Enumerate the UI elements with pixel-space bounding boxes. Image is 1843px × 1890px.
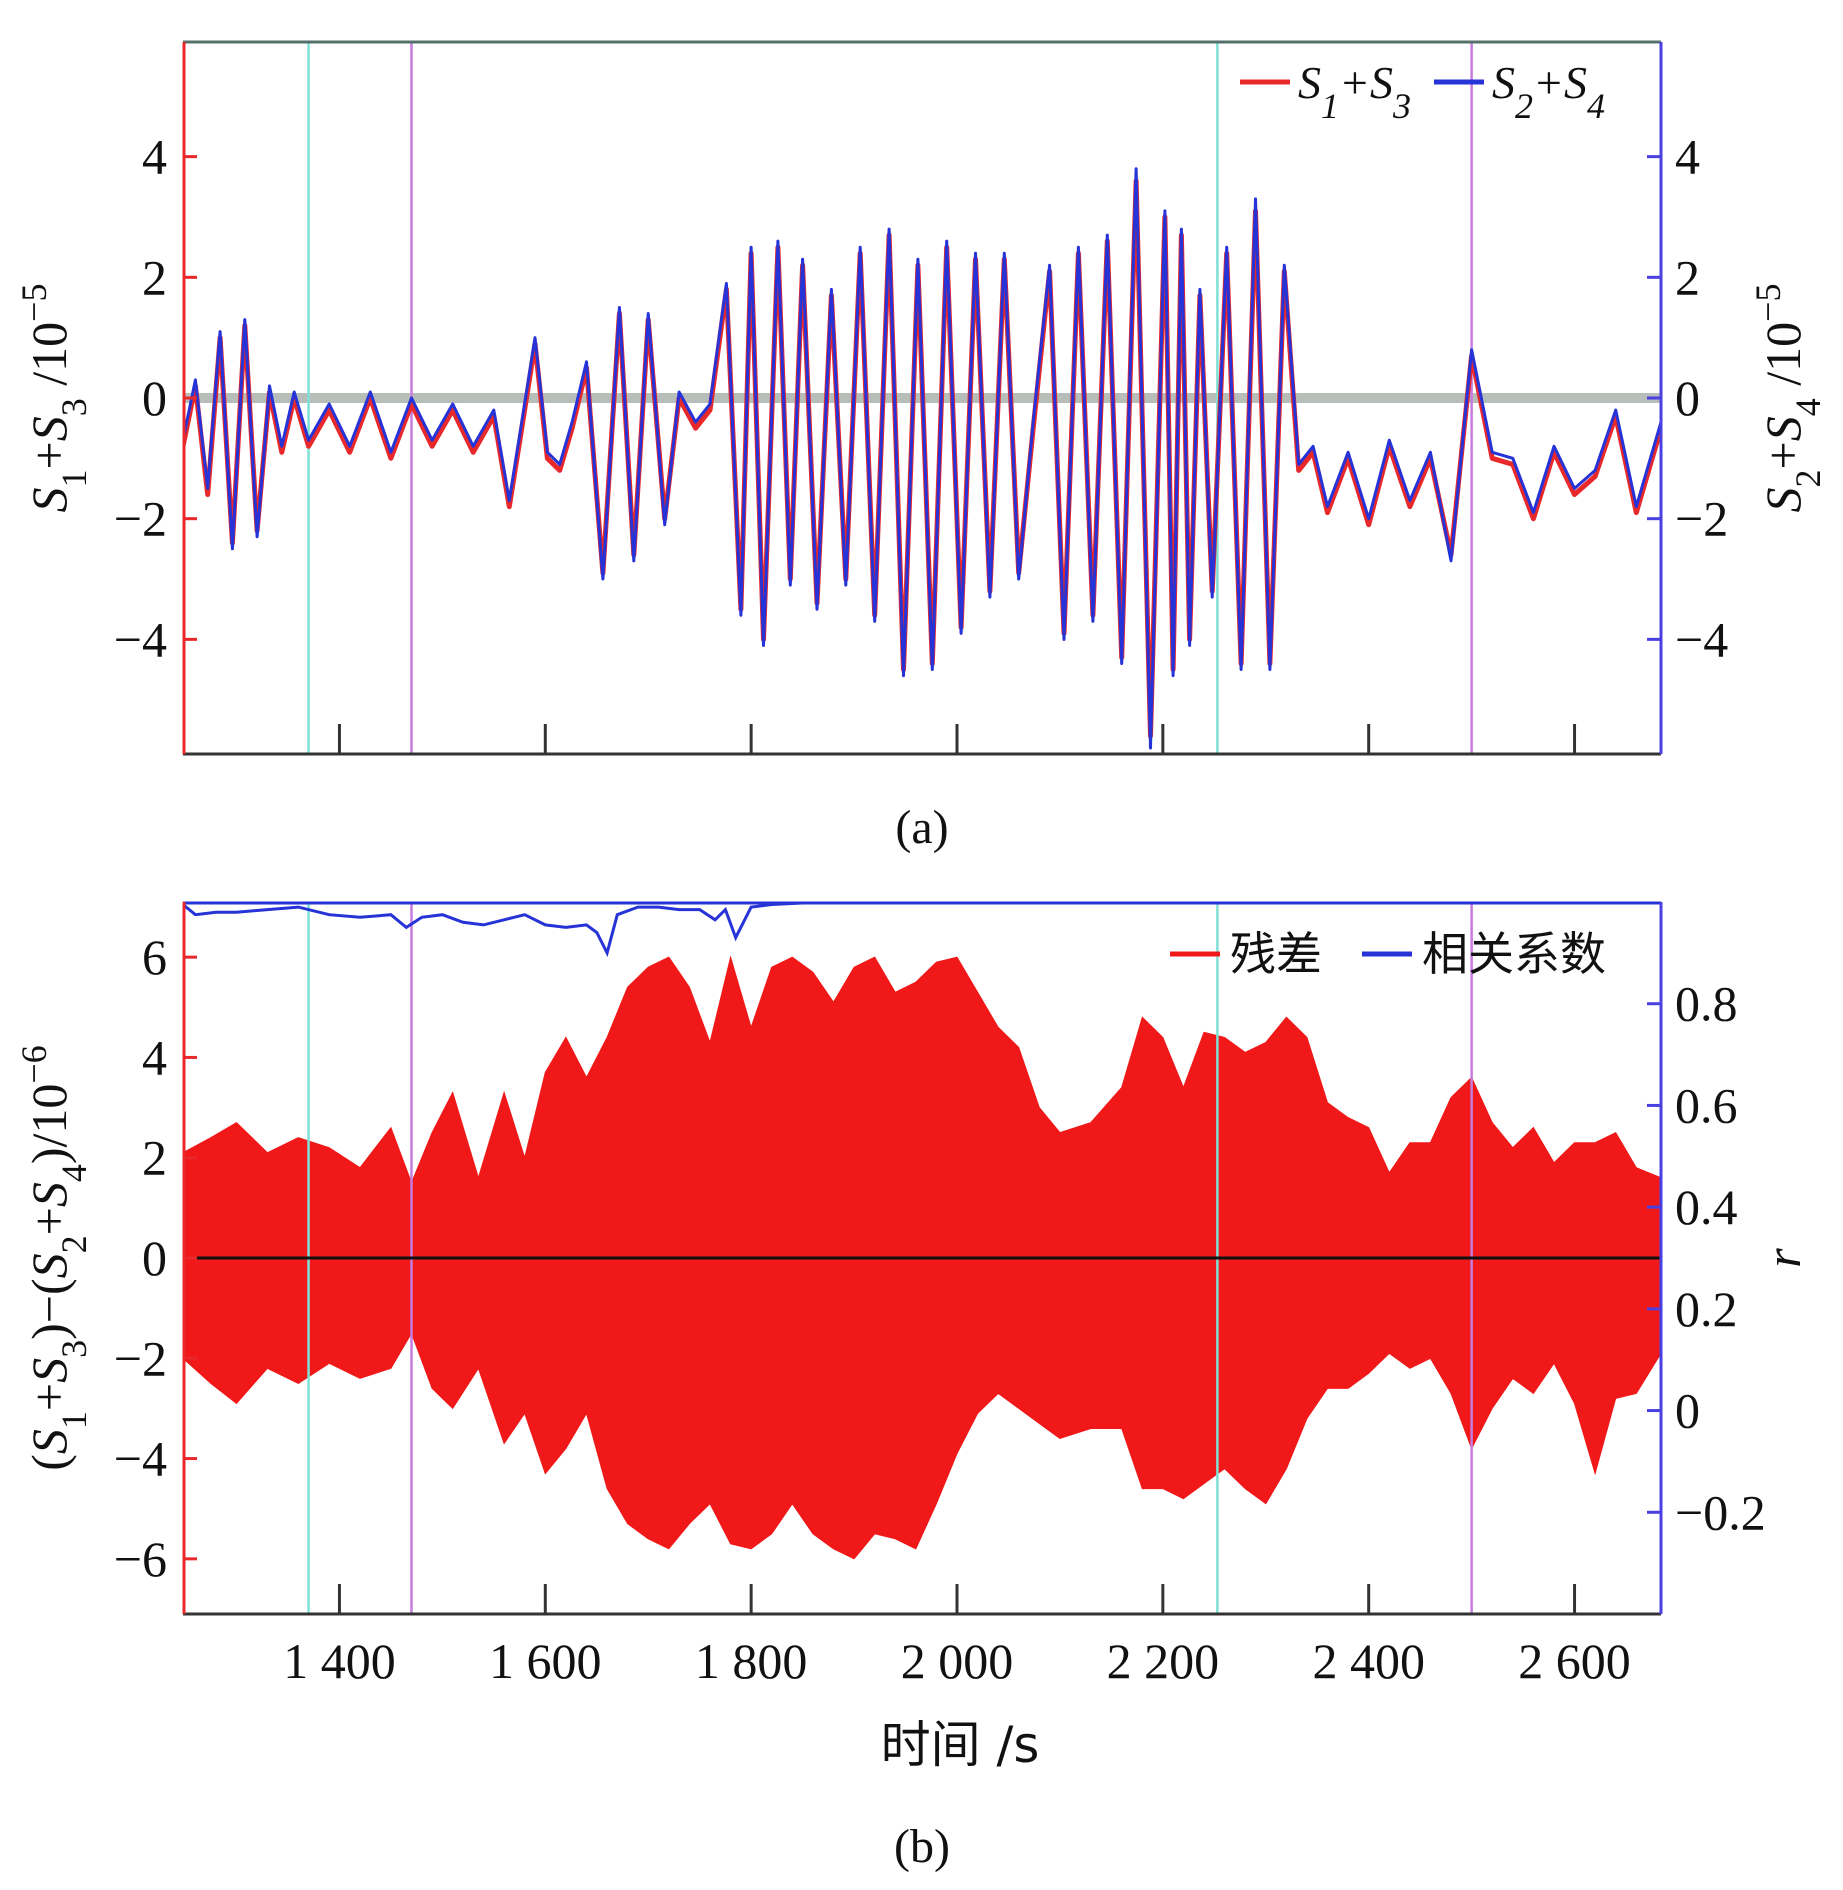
label-part: − [21,1295,77,1323]
label-part: / [21,372,77,386]
y-tick-label-left: −6 [114,1531,167,1587]
label-part: ( [21,1278,77,1295]
label-part: S [1492,57,1515,108]
label-part: + [21,1383,77,1411]
y-tick-label-left: −2 [114,491,167,547]
label-part [21,386,77,399]
y-tick-label-left: 0 [142,1230,167,1286]
label-part: 2 [54,1235,94,1253]
y-tick-label-right: 0.8 [1675,976,1738,1032]
label-part: 1 [54,1411,94,1429]
panel-b-legend: 残差 相关系数 [1170,927,1606,981]
label-part: + [21,1207,77,1235]
label-part: 4 [54,1164,94,1182]
x-tick-label: 1 800 [695,1633,808,1689]
y-tick-label-right: 2 [1675,249,1700,305]
panel-a-legend: S1+S3 S2+S4 [1240,57,1605,126]
series-line-s2s4 [183,167,1661,750]
label-part: S [21,416,77,441]
label-part: S [1755,416,1811,441]
label-part: 1 [1321,86,1339,126]
label-part: −5 [1748,284,1788,322]
y-tick-label-right: 0.2 [1675,1281,1738,1337]
panel-a-label: (a) [895,801,948,854]
label-part: 2 [1515,86,1533,126]
label-part: S [21,1253,77,1278]
label-part: 3 [54,1340,94,1358]
label-part: ( [21,1454,77,1471]
y-tick-label-left: −4 [114,611,167,667]
x-tick-label: 2 000 [901,1633,1014,1689]
legend-b-label-2: 相关系数 [1422,927,1606,981]
y-tick-label-right: −0.2 [1675,1484,1766,1540]
y-tick-label-left: −2 [114,1330,167,1386]
y-tick-label-right: −4 [1675,611,1728,667]
label-part: 3 [1392,86,1411,126]
x-tick-label: 2 400 [1312,1633,1425,1689]
panel-b-ylabel-right: r [1755,1248,1811,1268]
panel-a-ylabel-right: S2+S4 /10−5 [1748,284,1828,513]
label-part: 10 [21,322,77,372]
x-tick-label: 1 400 [283,1633,396,1689]
label-part: 4 [1788,398,1828,416]
label-part: S [1370,57,1393,108]
y-tick-label-left: 2 [142,1130,167,1186]
label-part: 1 [54,469,94,487]
label-part: S [21,1358,77,1383]
panel-b-label: (b) [894,1820,950,1873]
label-part: 3 [54,398,94,416]
label-part: ) [21,1147,77,1164]
label-part: 2 [1788,469,1828,487]
legend-a-label-1: S1+S3 [1298,57,1411,126]
legend-a-label-2: S2+S4 [1492,57,1605,126]
x-axis-label: 时间 /s [881,1716,1040,1774]
y-tick-label-left: 4 [142,129,167,185]
y-tick-label-right: 0.6 [1675,1077,1738,1133]
x-tick-label: 2 200 [1107,1633,1220,1689]
label-part: S [1564,57,1587,108]
label-part [1755,386,1811,399]
x-tick-label: 1 600 [489,1633,602,1689]
y-tick-label-left: 2 [142,249,167,305]
label-part: + [1755,441,1811,469]
x-tick-label: 2 600 [1518,1633,1631,1689]
label-part: −6 [14,1045,54,1083]
label-part: −5 [14,284,54,322]
panel-b-ylabel-left: (S1+S3)−(S2+S4)/10−6 [14,1045,94,1470]
y-tick-label-left: 4 [142,1029,167,1085]
label-part: + [21,441,77,469]
y-tick-label-left: 6 [142,929,167,985]
label-part: / [21,1133,77,1147]
y-tick-label-right: 4 [1675,129,1700,185]
y-tick-label-right: 0 [1675,370,1700,426]
label-part: 10 [1755,322,1811,372]
label-part: S [1755,487,1811,512]
y-tick-label-right: 0 [1675,1383,1700,1439]
y-tick-label-left: 0 [142,370,167,426]
y-tick-label-left: −4 [114,1431,167,1487]
label-part: 4 [1587,86,1605,126]
y-tick-label-right: −2 [1675,491,1728,547]
legend-b-label-1: 残差 [1230,927,1322,981]
label-part: S [1298,57,1321,108]
y-tick-label-right: 0.4 [1675,1179,1738,1235]
label-part: + [1339,57,1370,108]
label-part: S [21,1429,77,1454]
label-part: / [1755,372,1811,386]
label-part: ) [21,1323,77,1340]
label-part: + [1533,57,1564,108]
label-part: S [21,1182,77,1207]
panel-a-ylabel-left: S1+S3 /10−5 [14,284,94,513]
label-part: 10 [21,1084,77,1134]
label-part: S [21,487,77,512]
